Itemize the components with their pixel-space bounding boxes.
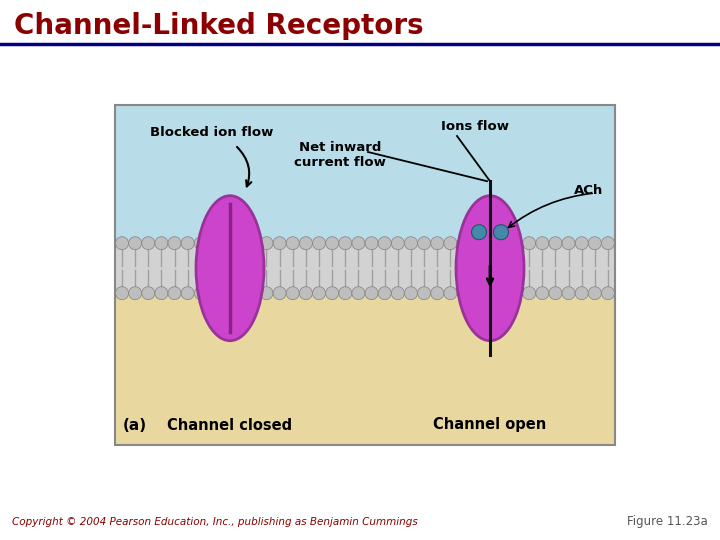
Circle shape <box>470 287 483 300</box>
Text: ACh: ACh <box>574 184 603 197</box>
Circle shape <box>312 287 325 300</box>
Circle shape <box>207 237 220 249</box>
Circle shape <box>312 237 325 249</box>
Circle shape <box>220 287 233 300</box>
Text: Channel-Linked Receptors: Channel-Linked Receptors <box>14 12 423 40</box>
Circle shape <box>496 287 510 300</box>
Circle shape <box>575 237 588 249</box>
Circle shape <box>234 237 247 249</box>
Circle shape <box>287 237 300 249</box>
Circle shape <box>549 287 562 300</box>
Circle shape <box>168 287 181 300</box>
Text: Copyright © 2004 Pearson Education, Inc., publishing as Benjamin Cummings: Copyright © 2004 Pearson Education, Inc.… <box>12 517 418 527</box>
Ellipse shape <box>456 195 524 341</box>
Circle shape <box>129 237 142 249</box>
Circle shape <box>247 287 260 300</box>
Circle shape <box>431 287 444 300</box>
Circle shape <box>194 287 207 300</box>
Text: Blocked ion flow: Blocked ion flow <box>150 126 274 139</box>
Circle shape <box>325 237 338 249</box>
Circle shape <box>260 237 273 249</box>
Circle shape <box>234 287 247 300</box>
Circle shape <box>510 287 523 300</box>
Circle shape <box>405 237 418 249</box>
Circle shape <box>392 287 405 300</box>
Text: Channel closed: Channel closed <box>168 417 292 433</box>
Circle shape <box>287 287 300 300</box>
Circle shape <box>273 237 286 249</box>
Circle shape <box>339 287 352 300</box>
Circle shape <box>405 287 418 300</box>
Circle shape <box>588 237 601 249</box>
Circle shape <box>365 237 378 249</box>
Bar <box>115 105 615 445</box>
Circle shape <box>457 287 470 300</box>
Circle shape <box>392 237 405 249</box>
Circle shape <box>431 237 444 249</box>
Circle shape <box>510 237 523 249</box>
Circle shape <box>418 287 431 300</box>
Circle shape <box>300 287 312 300</box>
Text: Figure 11.23a: Figure 11.23a <box>627 516 708 529</box>
Circle shape <box>325 287 338 300</box>
Circle shape <box>418 237 431 249</box>
Circle shape <box>155 237 168 249</box>
Circle shape <box>493 225 508 240</box>
Ellipse shape <box>196 195 264 341</box>
Circle shape <box>142 237 155 249</box>
Circle shape <box>300 237 312 249</box>
Circle shape <box>155 287 168 300</box>
Circle shape <box>575 287 588 300</box>
Circle shape <box>247 237 260 249</box>
Circle shape <box>194 237 207 249</box>
Circle shape <box>378 237 391 249</box>
Circle shape <box>601 237 614 249</box>
Circle shape <box>352 287 365 300</box>
Circle shape <box>549 237 562 249</box>
Circle shape <box>129 287 142 300</box>
Circle shape <box>181 237 194 249</box>
Circle shape <box>472 225 487 240</box>
Circle shape <box>220 237 233 249</box>
Text: Net inward
current flow: Net inward current flow <box>294 141 386 169</box>
Circle shape <box>562 287 575 300</box>
Circle shape <box>378 287 391 300</box>
Circle shape <box>115 237 128 249</box>
Circle shape <box>444 287 457 300</box>
Circle shape <box>601 287 614 300</box>
Circle shape <box>260 287 273 300</box>
Text: (a): (a) <box>123 417 147 433</box>
Circle shape <box>536 287 549 300</box>
Circle shape <box>365 287 378 300</box>
Circle shape <box>181 287 194 300</box>
Circle shape <box>444 237 457 249</box>
Circle shape <box>207 287 220 300</box>
Circle shape <box>273 287 286 300</box>
Circle shape <box>496 237 510 249</box>
Circle shape <box>168 237 181 249</box>
Bar <box>115 105 615 296</box>
Circle shape <box>142 287 155 300</box>
Circle shape <box>523 237 536 249</box>
Text: Channel open: Channel open <box>433 417 546 433</box>
Circle shape <box>483 237 496 249</box>
Circle shape <box>352 237 365 249</box>
Text: Ions flow: Ions flow <box>441 120 509 133</box>
Circle shape <box>339 237 352 249</box>
Circle shape <box>536 237 549 249</box>
Circle shape <box>115 287 128 300</box>
Circle shape <box>470 237 483 249</box>
Circle shape <box>483 287 496 300</box>
Circle shape <box>457 237 470 249</box>
Circle shape <box>562 237 575 249</box>
Circle shape <box>523 287 536 300</box>
Bar <box>115 240 615 296</box>
Circle shape <box>588 287 601 300</box>
Bar <box>115 296 615 445</box>
